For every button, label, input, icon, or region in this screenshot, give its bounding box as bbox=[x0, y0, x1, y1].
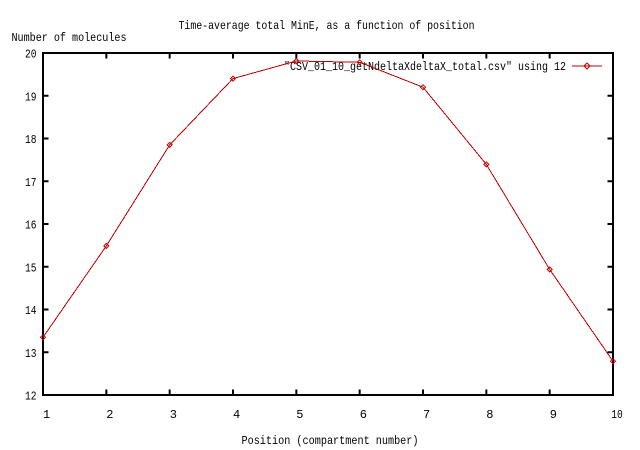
svg-text:20: 20 bbox=[25, 48, 37, 62]
svg-text:3: 3 bbox=[170, 408, 177, 422]
svg-text:18: 18 bbox=[25, 133, 37, 147]
svg-text:8: 8 bbox=[486, 408, 493, 422]
svg-text:10: 10 bbox=[611, 408, 623, 422]
svg-text:Number of molecules: Number of molecules bbox=[12, 31, 127, 45]
svg-text:5: 5 bbox=[296, 408, 303, 422]
svg-text:2: 2 bbox=[106, 408, 113, 422]
svg-text:Time-average total MinE, as a: Time-average total MinE, as a function o… bbox=[179, 19, 475, 33]
svg-text:9: 9 bbox=[550, 408, 557, 422]
svg-text:19: 19 bbox=[25, 90, 37, 104]
svg-text:6: 6 bbox=[360, 408, 367, 422]
svg-text:"CSV_01_10_getNdeltaXdeltaX_to: "CSV_01_10_getNdeltaXdeltaX_total.csv" u… bbox=[284, 60, 566, 74]
svg-text:12: 12 bbox=[25, 390, 37, 404]
svg-text:14: 14 bbox=[25, 304, 37, 318]
svg-text:16: 16 bbox=[25, 219, 37, 233]
svg-text:1: 1 bbox=[43, 408, 50, 422]
svg-text:4: 4 bbox=[233, 408, 240, 422]
svg-text:15: 15 bbox=[25, 261, 37, 275]
svg-text:7: 7 bbox=[423, 408, 430, 422]
svg-text:17: 17 bbox=[25, 176, 37, 190]
svg-text:Position (compartment number): Position (compartment number) bbox=[242, 434, 419, 448]
svg-text:13: 13 bbox=[25, 347, 37, 361]
